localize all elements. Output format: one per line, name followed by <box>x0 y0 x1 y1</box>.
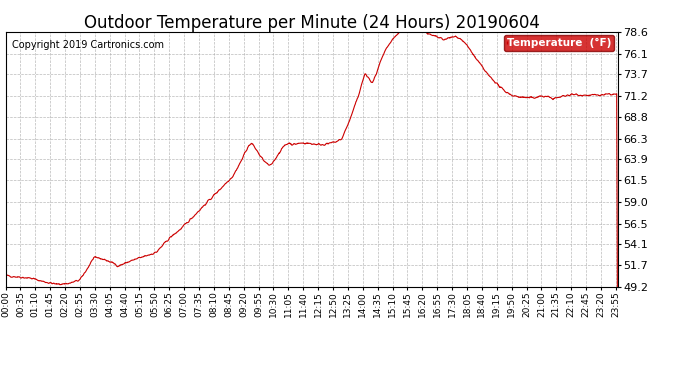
Title: Outdoor Temperature per Minute (24 Hours) 20190604: Outdoor Temperature per Minute (24 Hours… <box>83 14 540 32</box>
Text: Copyright 2019 Cartronics.com: Copyright 2019 Cartronics.com <box>12 39 164 50</box>
Legend: Temperature  (°F): Temperature (°F) <box>504 35 614 51</box>
